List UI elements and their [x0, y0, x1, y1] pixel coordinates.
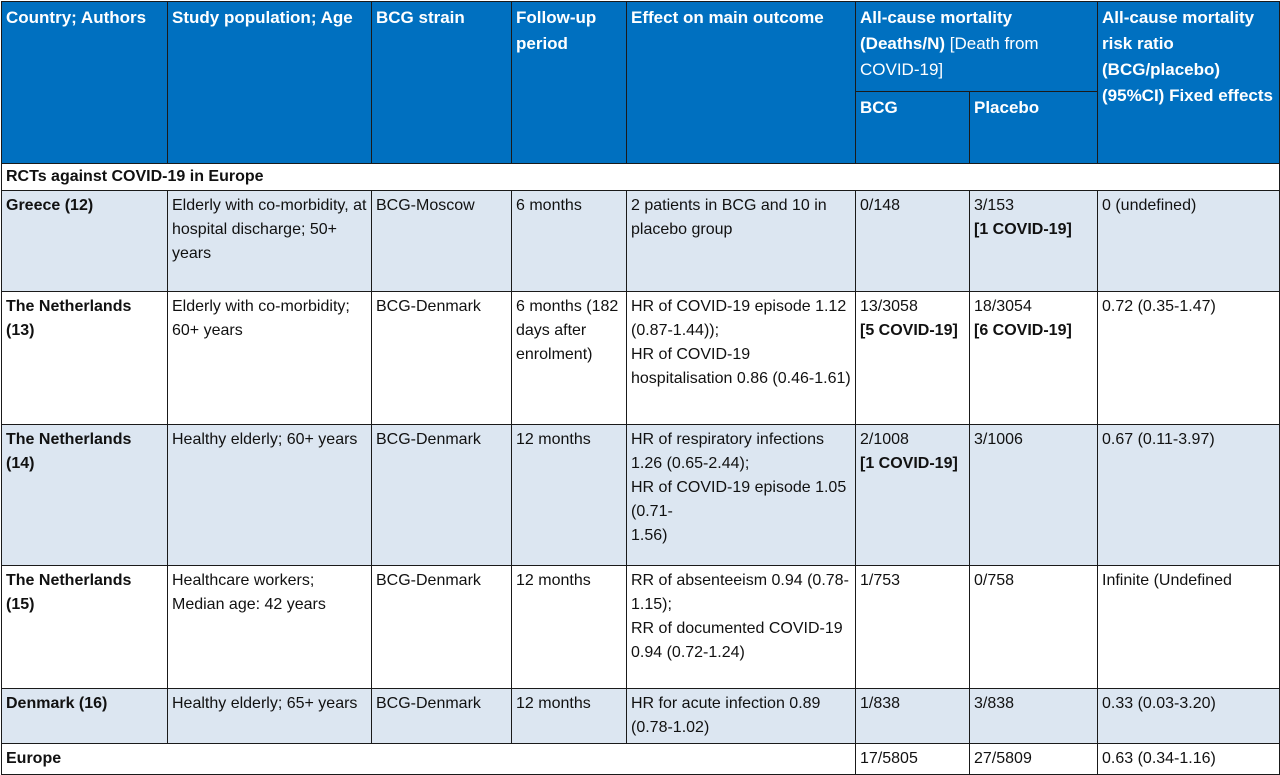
cell-placebo: 3/1006	[969, 424, 1098, 566]
cell-country: Greece (12)	[1, 190, 168, 292]
bcg-deaths: 1/753	[860, 572, 901, 589]
cell-placebo: 3/153 [1 COVID-19]	[969, 190, 1098, 292]
total-row: Europe 17/5805 27/5809 0.63 (0.34-1.16)	[1, 743, 1280, 775]
placebo-covid-deaths: [1 COVID-19]	[974, 221, 1072, 238]
cell-followup: 12 months	[511, 565, 627, 689]
cell-followup: 12 months	[511, 688, 627, 744]
effect-line: HR of respiratory infections 1.26 (0.65-…	[631, 431, 824, 472]
table-row: The Netherlands (13) Elderly with co-mor…	[1, 291, 1280, 425]
cell-population: Elderly with co-morbidity; 60+ years	[167, 291, 372, 425]
cell-country: The Netherlands (15)	[1, 565, 168, 689]
cell-followup: 6 months	[511, 190, 627, 292]
cell-strain: BCG-Denmark	[371, 291, 512, 425]
cell-country: The Netherlands (14)	[1, 424, 168, 566]
cell-effect: HR of respiratory infections 1.26 (0.65-…	[626, 424, 856, 566]
effect-line: 2 patients in BCG and 10 in placebo grou…	[631, 197, 827, 238]
table-row: Denmark (16) Healthy elderly; 65+ years …	[1, 688, 1280, 744]
table-row: The Netherlands (14) Healthy elderly; 60…	[1, 424, 1280, 566]
cell-placebo: 18/3054 [6 COVID-19]	[969, 291, 1098, 425]
cell-effect: RR of absenteeism 0.94 (0.78-1.15); RR of…	[626, 565, 856, 689]
cell-followup: 12 months	[511, 424, 627, 566]
header-followup: Follow-up period	[511, 1, 627, 164]
cell-population: Healthcare workers; Median age: 42 years	[167, 565, 372, 689]
total-bcg: 17/5805	[855, 743, 970, 775]
effect-line: HR of COVID-19 hospitalisation 0.86 (0.4…	[631, 346, 851, 387]
placebo-covid-deaths: [6 COVID-19]	[974, 322, 1072, 339]
cell-bcg: 1/838	[855, 688, 970, 744]
cell-strain: BCG-Moscow	[371, 190, 512, 292]
effect-line: HR of COVID-19 episode 1.05 (0.71-	[631, 479, 847, 520]
cell-risk-ratio: 0 (undefined)	[1097, 190, 1280, 292]
header-mortality-covid: [Death from COVID-19]	[860, 34, 1039, 79]
header-mortality: All-cause mortality (Deaths/N) [Death fr…	[855, 1, 1098, 92]
header-bcg: BCG	[855, 91, 970, 164]
bcg-deaths: 1/838	[860, 695, 901, 712]
header-population: Study population; Age	[167, 1, 372, 164]
placebo-deaths: 3/1006	[974, 431, 1023, 448]
section-label: RCTs against COVID-19 in Europe	[1, 163, 1280, 191]
cell-risk-ratio: Infinite (Undefined	[1097, 565, 1280, 689]
effect-line: RR of absenteeism 0.94 (0.78-1.15);	[631, 572, 849, 613]
cell-country: The Netherlands (13)	[1, 291, 168, 425]
table-row: The Netherlands (15) Healthcare workers;…	[1, 565, 1280, 689]
cell-placebo: 3/838	[969, 688, 1098, 744]
cell-followup: 6 months (182 days after enrolment)	[511, 291, 627, 425]
cell-bcg: 1/753	[855, 565, 970, 689]
effect-line: 1.56)	[631, 527, 668, 544]
table-row: Greece (12) Elderly with co-morbidity, a…	[1, 190, 1280, 292]
cell-population: Elderly with co-morbidity, at hospital d…	[167, 190, 372, 292]
cell-country: Denmark (16)	[1, 688, 168, 744]
cell-strain: BCG-Denmark	[371, 424, 512, 566]
placebo-deaths: 3/838	[974, 695, 1015, 712]
effect-line: RR of documented COVID-19 0.94 (0.72-1.2…	[631, 620, 843, 661]
total-label: Europe	[1, 743, 856, 775]
cell-population: Healthy elderly; 65+ years	[167, 688, 372, 744]
cell-strain: BCG-Denmark	[371, 565, 512, 689]
header-mortality-bold: All-cause mortality (Deaths/N)	[860, 8, 1013, 53]
cell-bcg: 2/1008 [1 COVID-19]	[855, 424, 970, 566]
header-risk-ratio: All-cause mortality risk ratio (BCG/plac…	[1097, 1, 1280, 164]
bcg-covid-deaths: [1 COVID-19]	[860, 455, 958, 472]
total-risk-ratio: 0.63 (0.34-1.16)	[1097, 743, 1280, 775]
placebo-deaths: 18/3054	[974, 298, 1032, 315]
bcg-deaths: 13/3058	[860, 298, 918, 315]
header-strain: BCG strain	[371, 1, 512, 164]
cell-placebo: 0/758	[969, 565, 1098, 689]
header-placebo: Placebo	[969, 91, 1098, 164]
cell-population: Healthy elderly; 60+ years	[167, 424, 372, 566]
header-effect: Effect on main outcome	[626, 1, 856, 164]
bcg-deaths: 0/148	[860, 197, 901, 214]
cell-risk-ratio: 0.72 (0.35-1.47)	[1097, 291, 1280, 425]
placebo-deaths: 0/758	[974, 572, 1015, 589]
cell-bcg: 13/3058 [5 COVID-19]	[855, 291, 970, 425]
cell-risk-ratio: 0.67 (0.11-3.97)	[1097, 424, 1280, 566]
effect-line: HR for acute infection 0.89 (0.78-1.02)	[631, 695, 821, 736]
cell-effect: 2 patients in BCG and 10 in placebo grou…	[626, 190, 856, 292]
cell-effect: HR for acute infection 0.89 (0.78-1.02)	[626, 688, 856, 744]
placebo-deaths: 3/153	[974, 197, 1015, 214]
total-placebo: 27/5809	[969, 743, 1098, 775]
cell-effect: HR of COVID-19 episode 1.12 (0.87-1.44))…	[626, 291, 856, 425]
bcg-covid-deaths: [5 COVID-19]	[860, 322, 958, 339]
cell-risk-ratio: 0.33 (0.03-3.20)	[1097, 688, 1280, 744]
header-country: Country; Authors	[1, 1, 168, 164]
effect-line: HR of COVID-19 episode 1.12 (0.87-1.44))…	[631, 298, 847, 339]
cell-strain: BCG-Denmark	[371, 688, 512, 744]
cell-bcg: 0/148	[855, 190, 970, 292]
bcg-deaths: 2/1008	[860, 431, 909, 448]
